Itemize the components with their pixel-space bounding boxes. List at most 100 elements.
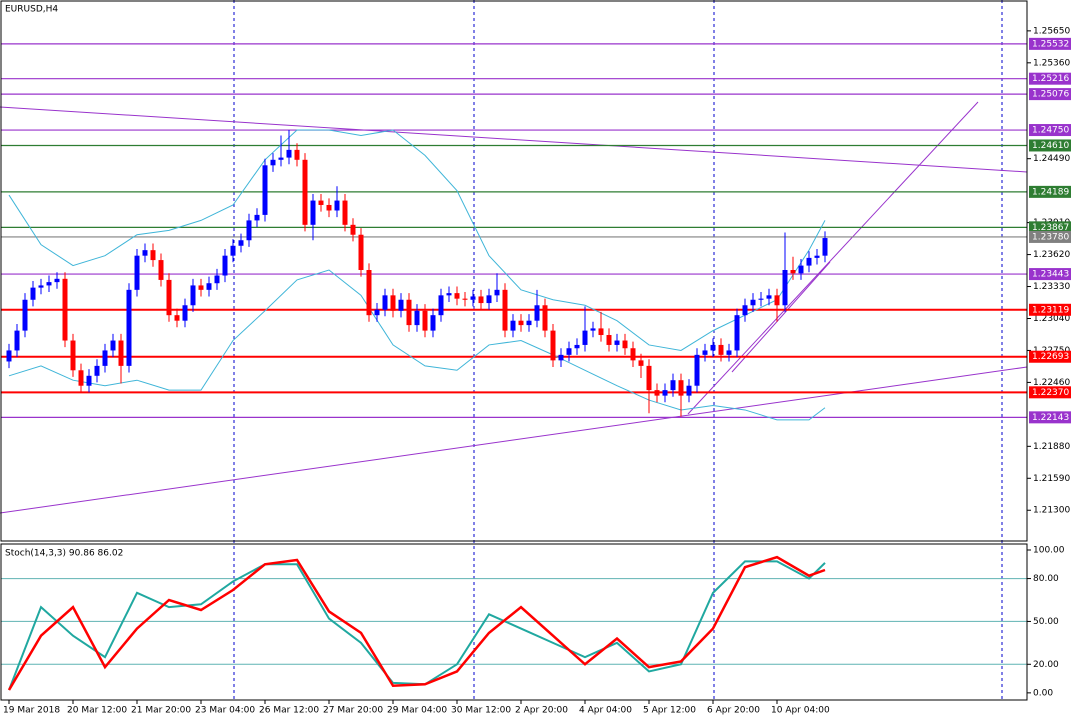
candle-body [574, 344, 580, 349]
level-label-box [1029, 350, 1071, 363]
bollinger-band [8, 269, 826, 421]
candle-body [38, 285, 44, 288]
candle-body [622, 340, 628, 349]
candle-body [742, 305, 748, 316]
x-tick-label: 4 Apr 04:00 [579, 706, 632, 716]
level-label-box [1029, 88, 1071, 101]
level-label-box [1029, 124, 1071, 137]
axes: 1.256501.253601.244901.239101.236201.233… [3, 26, 1071, 716]
candle-body [478, 296, 484, 304]
candle-body [406, 299, 412, 326]
candle-body [550, 330, 556, 361]
candle-body [614, 340, 620, 345]
candle-body [702, 350, 708, 355]
level-label: 1.23780 [1032, 232, 1069, 242]
candle-body [318, 200, 324, 205]
candle-body [326, 204, 332, 211]
candle-body [94, 365, 100, 376]
candle-body [470, 296, 476, 300]
trend-line [687, 101, 979, 415]
candle-body [790, 270, 796, 274]
y-tick-label: 1.23040 [1033, 314, 1070, 324]
candle-body [294, 149, 300, 160]
candle-body [502, 289, 508, 331]
candle-body [286, 149, 292, 158]
level-label-box [1029, 139, 1071, 152]
level-label-box [1029, 411, 1071, 424]
candle-body [374, 309, 380, 316]
candle-body [646, 365, 652, 391]
y-tick-label: 1.25360 [1033, 58, 1070, 68]
candle-body [582, 330, 588, 345]
x-tick-label: 30 Mar 12:00 [451, 706, 511, 716]
marks [6, 129, 828, 691]
candle-body [206, 283, 212, 290]
levels [1, 43, 1027, 665]
level-label: 1.25216 [1032, 74, 1069, 84]
candle-body [78, 370, 84, 386]
candle-body [14, 330, 20, 351]
candle-body [398, 299, 404, 311]
candle-body [166, 279, 172, 316]
candle-body [54, 278, 60, 283]
trend-line [731, 261, 831, 373]
candle-body [438, 295, 444, 316]
y-tick-label: 1.23620 [1033, 250, 1070, 260]
x-tick-label: 26 Mar 12:00 [259, 706, 319, 716]
x-tick-label: 6 Apr 20:00 [707, 706, 760, 716]
level-label: 1.22370 [1032, 388, 1069, 398]
level-label: 1.24189 [1032, 187, 1069, 197]
candle-body [422, 310, 428, 331]
bollinger-band [8, 129, 826, 351]
x-tick-label: 19 Mar 2018 [3, 706, 60, 716]
indicator-title: Stoch(14,3,3) 90.86 86.02 [5, 549, 123, 559]
candle-body [238, 240, 244, 246]
y-tick-label: 1.21300 [1033, 506, 1070, 516]
candle-body [6, 350, 12, 362]
level-label: 1.23119 [1032, 305, 1069, 315]
candle-body [734, 315, 740, 351]
candle-body [510, 320, 516, 331]
candle-body [262, 165, 268, 215]
candle-body [654, 390, 660, 396]
x-tick-label: 27 Mar 20:00 [323, 706, 383, 716]
candle-body [62, 278, 68, 341]
candle-body [302, 159, 308, 225]
x-tick-label: 2 Apr 20:00 [515, 706, 568, 716]
candle-body [414, 310, 420, 326]
candle-body [638, 360, 644, 366]
level-label: 1.25532 [1032, 39, 1069, 49]
x-tick-label: 10 Apr 04:00 [771, 706, 830, 716]
stoch-line [7, 555, 826, 691]
level-label: 1.23443 [1032, 270, 1069, 280]
level-label: 1.22693 [1032, 352, 1069, 362]
candle-body [254, 214, 260, 221]
level-label: 1.24610 [1032, 141, 1069, 151]
candle-body [462, 298, 468, 300]
candle-body [590, 328, 596, 331]
candle-body [822, 238, 828, 256]
candle-body [270, 159, 276, 166]
candle-body [174, 315, 180, 321]
candle-body [454, 293, 460, 299]
x-tick-label: 29 Mar 04:00 [387, 706, 447, 716]
candle-body [566, 348, 572, 355]
level-label: 1.24750 [1032, 126, 1069, 136]
x-tick-label: 5 Apr 12:00 [643, 706, 696, 716]
candle-body [158, 260, 164, 280]
candle-body [22, 299, 28, 331]
level-label: 1.25076 [1032, 90, 1069, 100]
y-tick-label: 20.00 [1033, 660, 1059, 670]
candle-body [214, 275, 220, 284]
candle-body [766, 295, 772, 299]
chart-title: EURUSD,H4 [5, 5, 58, 15]
level-label-box [1029, 386, 1071, 399]
candle-body [782, 270, 788, 306]
y-tick-label: 50.00 [1033, 617, 1059, 627]
level-label-box [1029, 72, 1071, 85]
candle-body [494, 289, 500, 296]
candle-body [606, 335, 612, 345]
candle-body [686, 385, 692, 396]
candle-body [662, 390, 668, 396]
